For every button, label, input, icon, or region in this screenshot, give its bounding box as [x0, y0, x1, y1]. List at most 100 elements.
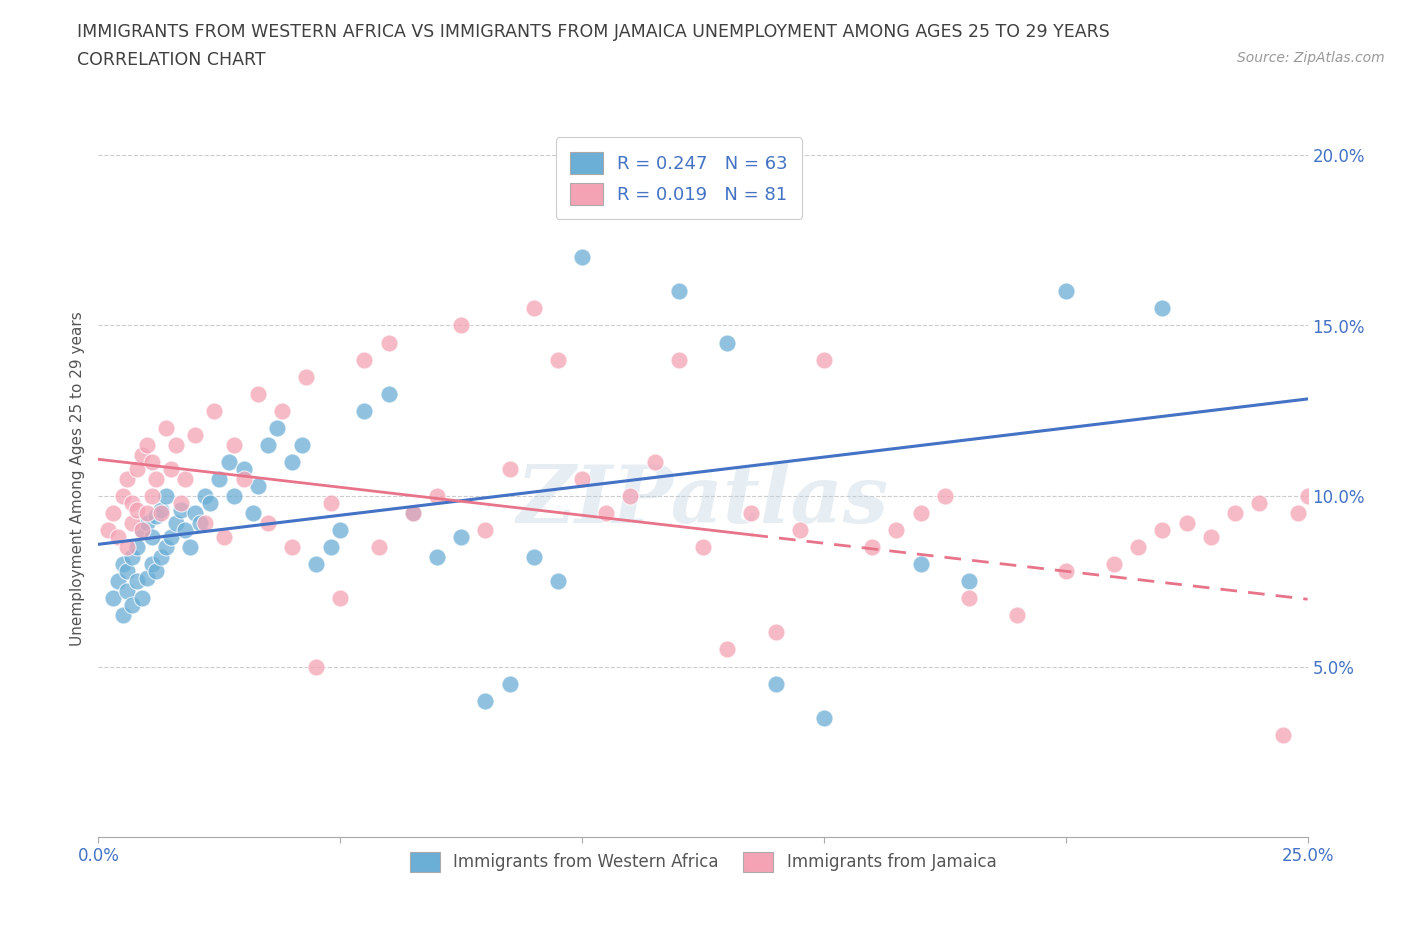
Point: [353, 352, 375, 367]
Point: [450, 529, 472, 544]
Point: [232, 472, 254, 486]
Point: [165, 516, 187, 531]
Legend: Immigrants from Western Africa, Immigrants from Jamaica: Immigrants from Western Africa, Immigran…: [404, 845, 1002, 879]
Point: [1336, 744, 1358, 759]
Point: [208, 472, 231, 486]
Point: [329, 591, 352, 605]
Point: [174, 472, 197, 486]
Point: [1354, 762, 1376, 777]
Point: [353, 404, 375, 418]
Point: [141, 488, 163, 503]
Point: [619, 488, 641, 503]
Point: [160, 461, 183, 476]
Point: [716, 335, 738, 350]
Point: [111, 557, 134, 572]
Y-axis label: Unemployment Among Ages 25 to 29 years: Unemployment Among Ages 25 to 29 years: [69, 312, 84, 646]
Point: [184, 506, 207, 521]
Point: [1175, 516, 1198, 531]
Point: [266, 420, 288, 435]
Point: [121, 516, 143, 531]
Point: [242, 506, 264, 521]
Point: [668, 352, 690, 367]
Point: [377, 386, 399, 401]
Point: [377, 335, 399, 350]
Point: [716, 642, 738, 657]
Point: [1128, 539, 1150, 554]
Point: [131, 523, 153, 538]
Point: [135, 437, 157, 452]
Point: [319, 539, 342, 554]
Point: [474, 523, 496, 538]
Point: [97, 523, 120, 538]
Point: [160, 529, 183, 544]
Point: [107, 529, 129, 544]
Point: [426, 488, 449, 503]
Point: [523, 301, 546, 316]
Point: [127, 502, 149, 517]
Point: [256, 516, 278, 531]
Point: [218, 455, 240, 470]
Point: [547, 574, 569, 589]
Point: [1249, 496, 1271, 511]
Point: [194, 488, 217, 503]
Point: [145, 472, 167, 486]
Point: [141, 529, 163, 544]
Text: CORRELATION CHART: CORRELATION CHART: [77, 51, 266, 69]
Text: IMMIGRANTS FROM WESTERN AFRICA VS IMMIGRANTS FROM JAMAICA UNEMPLOYMENT AMONG AGE: IMMIGRANTS FROM WESTERN AFRICA VS IMMIGR…: [77, 23, 1111, 41]
Point: [121, 496, 143, 511]
Point: [155, 420, 177, 435]
Point: [174, 523, 197, 538]
Point: [934, 488, 956, 503]
Point: [117, 472, 139, 486]
Point: [247, 478, 270, 493]
Point: [619, 199, 641, 214]
Point: [740, 506, 762, 521]
Point: [121, 550, 143, 565]
Point: [150, 506, 173, 521]
Point: [295, 369, 318, 384]
Point: [402, 506, 425, 521]
Point: [450, 318, 472, 333]
Point: [141, 557, 163, 572]
Point: [169, 496, 191, 511]
Point: [222, 488, 245, 503]
Point: [1320, 762, 1343, 777]
Point: [1306, 506, 1329, 521]
Point: [305, 659, 328, 674]
Point: [127, 574, 149, 589]
Point: [789, 523, 811, 538]
Point: [281, 455, 304, 470]
Point: [571, 472, 593, 486]
Point: [910, 557, 932, 572]
Text: Source: ZipAtlas.com: Source: ZipAtlas.com: [1237, 51, 1385, 65]
Point: [111, 608, 134, 623]
Point: [198, 496, 221, 511]
Point: [1199, 529, 1222, 544]
Point: [222, 437, 245, 452]
Point: [1286, 506, 1309, 521]
Point: [368, 539, 391, 554]
Point: [644, 455, 666, 470]
Point: [813, 352, 835, 367]
Point: [1296, 488, 1319, 503]
Point: [668, 284, 690, 299]
Point: [135, 516, 157, 531]
Point: [145, 509, 167, 524]
Point: [117, 584, 139, 599]
Point: [127, 461, 149, 476]
Point: [247, 386, 270, 401]
Point: [1054, 284, 1077, 299]
Text: ZIPatlas: ZIPatlas: [517, 461, 889, 539]
Point: [692, 539, 714, 554]
Point: [595, 506, 617, 521]
Point: [131, 523, 153, 538]
Point: [474, 693, 496, 708]
Point: [179, 539, 201, 554]
Point: [194, 516, 217, 531]
Point: [117, 539, 139, 554]
Point: [155, 539, 177, 554]
Point: [141, 455, 163, 470]
Point: [101, 506, 124, 521]
Point: [204, 404, 226, 418]
Point: [957, 574, 980, 589]
